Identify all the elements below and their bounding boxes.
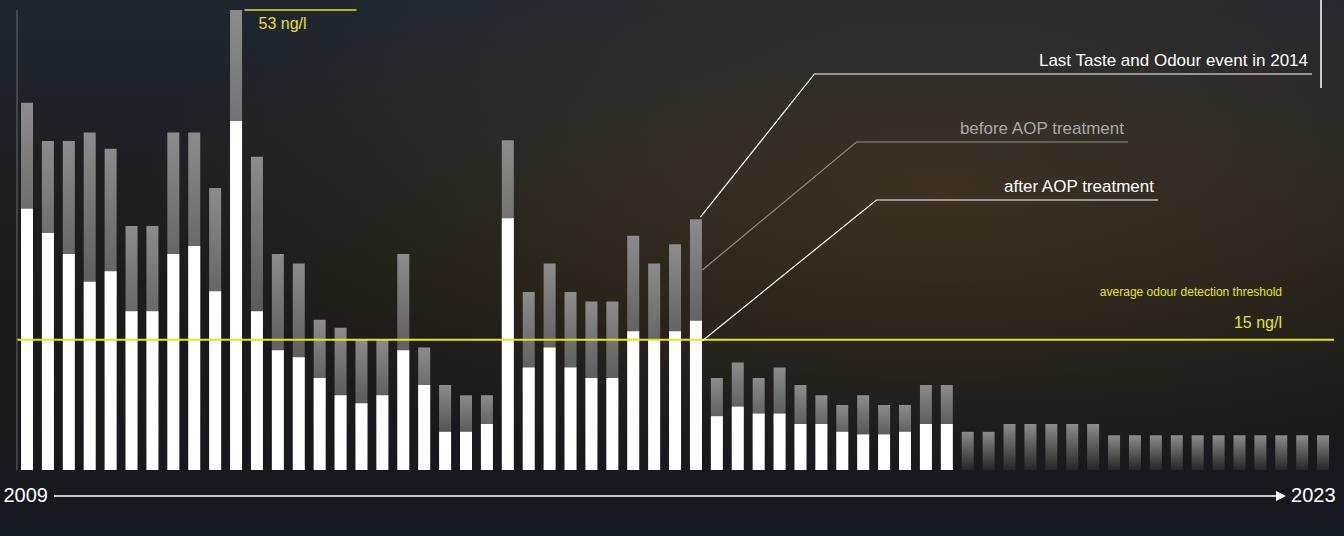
svg-text:2009: 2009 xyxy=(3,484,48,506)
svg-text:2023: 2023 xyxy=(1291,484,1336,506)
svg-text:after AOP treatment: after AOP treatment xyxy=(1004,177,1154,196)
svg-text:53 ng/l: 53 ng/l xyxy=(259,15,307,32)
svg-text:Last Taste and Odour event in: Last Taste and Odour event in 2014 xyxy=(1039,51,1308,70)
svg-text:average odour detection thresh: average odour detection threshold xyxy=(1100,285,1282,299)
svg-text:before AOP treatment: before AOP treatment xyxy=(960,119,1124,138)
svg-text:15 ng/l: 15 ng/l xyxy=(1234,314,1282,331)
